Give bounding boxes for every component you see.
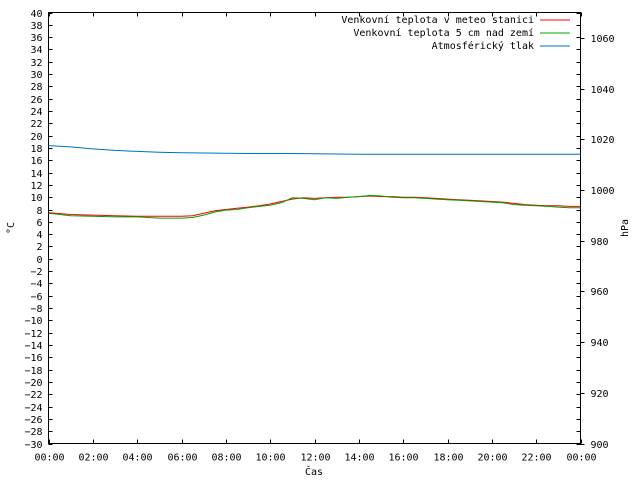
right-tick-label: 980 [591,237,609,248]
left-tick-label: 32 [30,58,42,69]
left-tick-label: 14 [30,169,42,180]
series-line-2 [48,145,581,155]
left-tick-label: 24 [30,107,42,118]
left-tick-label: 10 [30,193,42,204]
left-tick-label: −30 [24,440,42,451]
right-tick-label: 1040 [591,85,615,96]
left-tick-label: 20 [30,132,42,143]
plot-frame [48,12,581,444]
legend-label-0: Venkovní teplota v meteo stanici [341,14,534,26]
right-tick-label: 1020 [591,135,615,146]
right-tick-label: 1000 [591,186,615,197]
left-tick-label: −24 [24,403,42,414]
x-tick-label: 12:00 [300,453,330,464]
x-tick-label: 06:00 [167,453,197,464]
left-tick-label: −4 [30,279,42,290]
legend-label-1: Venkovní teplota 5 cm nad zemí [353,27,534,39]
x-tick-label: 22:00 [521,453,551,464]
left-tick-label: 38 [30,21,42,32]
x-tick-label: 02:00 [78,453,108,464]
x-tick-label: 00:00 [566,453,596,464]
left-tick-label: 28 [30,82,42,93]
series-line-1 [48,194,581,219]
left-tick-label: 4 [36,230,42,241]
left-axis: −30−28−26−24−22−20−18−16−14−12−10−8−6−4−… [24,9,581,451]
left-tick-label: −12 [24,329,42,340]
left-tick-label: 30 [30,70,42,81]
left-tick-label: −2 [30,267,42,278]
left-tick-label: −18 [24,366,42,377]
left-tick-label: 8 [36,206,42,217]
right-tick-label: 940 [591,338,609,349]
left-tick-label: 12 [30,181,42,192]
legend: Venkovní teplota v meteo stanici Venkovn… [341,14,570,52]
left-tick-label: −14 [24,341,42,352]
right-tick-label: 920 [591,389,609,400]
right-tick-label: 960 [591,287,609,298]
left-tick-label: 26 [30,95,42,106]
left-tick-label: 34 [30,45,42,56]
left-tick-label: 16 [30,156,42,167]
y-axis-title-right: hPa [620,219,631,237]
x-tick-label: 08:00 [211,453,241,464]
x-axis-title: Čas [305,465,323,478]
left-tick-label: −8 [30,304,42,315]
left-tick-label: 18 [30,144,42,155]
y-axis-title-left: °C [6,222,17,234]
x-tick-label: 20:00 [477,453,507,464]
x-tick-label: 16:00 [388,453,418,464]
left-tick-label: 36 [30,33,42,44]
left-tick-label: −20 [24,378,42,389]
left-tick-label: −10 [24,316,42,327]
left-tick-label: −16 [24,353,42,364]
x-tick-label: 10:00 [255,453,285,464]
series-layer [48,145,581,219]
x-tick-label: 14:00 [344,453,374,464]
x-axis: 00:00 02:00 04:00 06:00 08:00 10:00 12:00 14:00… [34,12,597,464]
left-tick-label: −6 [30,292,42,303]
x-tick-label: 00:00 [34,453,64,464]
left-tick-label: 2 [36,242,42,253]
right-tick-label: 900 [591,440,609,451]
right-tick-label: 1060 [591,34,615,45]
left-tick-label: 22 [30,119,42,130]
x-tick-label: 04:00 [122,453,152,464]
left-tick-label: −28 [24,427,42,438]
left-tick-label: 6 [36,218,42,229]
series-line-0 [48,195,581,217]
right-axis: 900 920 940 960 980 1000 1020 1040 1060 [580,34,615,451]
left-tick-label: 0 [36,255,42,266]
left-tick-label: −22 [24,390,42,401]
x-tick-label: 18:00 [433,453,463,464]
left-tick-label: 40 [30,9,42,20]
left-tick-label: −26 [24,415,42,426]
legend-label-2: Atmosférický tlak [432,40,534,52]
